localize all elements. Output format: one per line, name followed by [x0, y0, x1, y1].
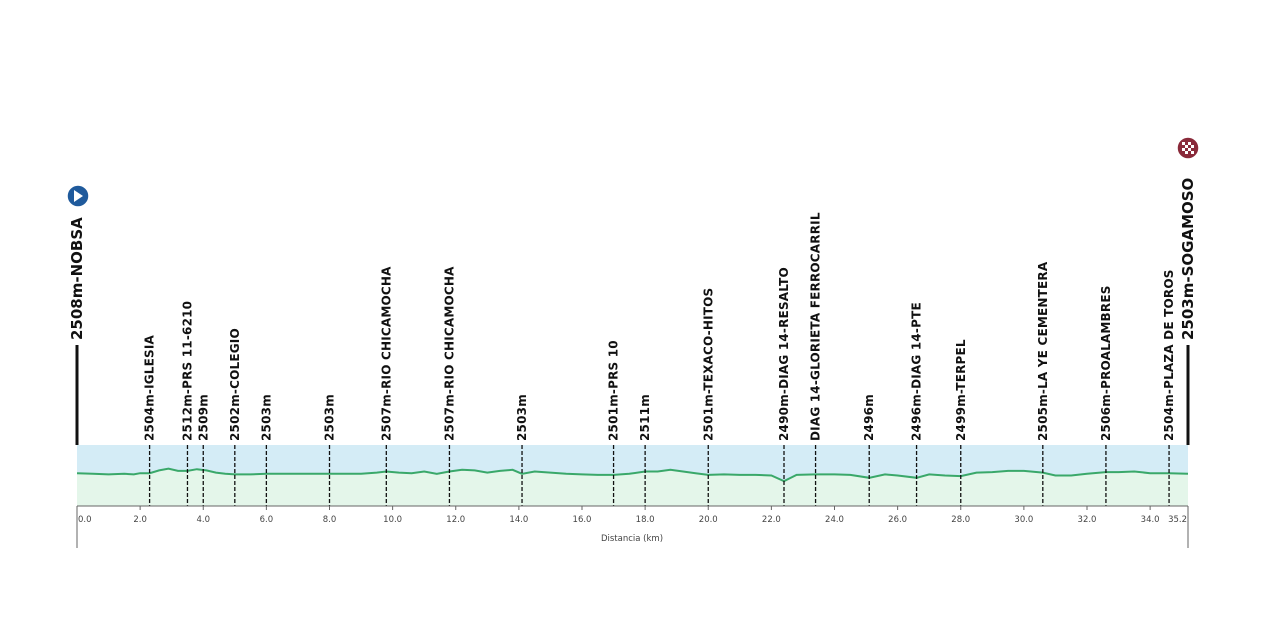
waypoint-label: 2501m-PRS 10 [607, 340, 621, 441]
waypoint-label: 2503m [259, 394, 273, 441]
waypoint-label: 2505m-LA YE CEMENTERA [1036, 261, 1050, 441]
waypoint-label: 2504m-PLAZA DE TOROS [1162, 269, 1176, 441]
waypoint-label: 2496m [862, 394, 876, 441]
x-tick-label: 2.0 [133, 515, 147, 525]
x-tick-label: 16.0 [573, 515, 592, 525]
waypoint-label: 2502m-COLEGIO [228, 328, 242, 441]
x-tick-label: 28.0 [951, 515, 970, 525]
finish-checker-square [1188, 148, 1191, 151]
x-tick-label: 8.0 [323, 515, 337, 525]
waypoint-label: 2490m-DIAG 14-RESALTO [777, 267, 791, 441]
x-axis-title: Distancia (km) [601, 534, 663, 544]
finish-checker-square [1182, 142, 1185, 145]
finish-checker-square [1182, 148, 1185, 151]
waypoint-label: 2499m-TERPEL [954, 339, 968, 441]
finish-checker-square [1191, 145, 1194, 148]
x-tick-label: 30.0 [1014, 515, 1033, 525]
x-tick-label: 34.0 [1141, 515, 1160, 525]
x-tick-label: 26.0 [888, 515, 907, 525]
waypoint-label: 2503m [323, 394, 337, 441]
x-tick-label: 32.0 [1078, 515, 1097, 525]
x-tick-label: 0.0 [78, 515, 92, 525]
x-tick-label: 12.0 [446, 515, 465, 525]
waypoint-label: 2501m-TEXACO-HITOS [701, 288, 715, 441]
waypoint-label: 2507m-RIO CHICAMOCHA [379, 266, 393, 441]
waypoint-label: 2511m [638, 394, 652, 441]
waypoint-label: 2503m [515, 394, 529, 441]
finish-checker-square [1188, 142, 1191, 145]
waypoint-label: 2506m-PROALAMBRES [1099, 285, 1113, 441]
start-label: 2508m-NOBSA [68, 217, 86, 340]
x-tick-label: 24.0 [825, 515, 844, 525]
x-tick-label: 22.0 [762, 515, 781, 525]
waypoint-label: 2496m-DIAG 14-PTE [910, 302, 924, 441]
start-arrow-glyph [74, 190, 83, 202]
finish-checker-square [1191, 151, 1194, 154]
waypoint-label: DIAG 14-GLORIETA FERROCARRIL [809, 212, 823, 441]
x-tick-label: 20.0 [699, 515, 718, 525]
x-tick-label: 35.2 [1168, 515, 1187, 525]
waypoint-label: 2512m-PRS 11-6210 [180, 301, 194, 441]
x-tick-label: 4.0 [196, 515, 210, 525]
waypoint-label: 2507m-RIO CHICAMOCHA [442, 266, 456, 441]
x-tick-label: 6.0 [260, 515, 274, 525]
waypoint-label: 2509m [196, 394, 210, 441]
finish-label: 2503m-SOGAMOSO [1179, 178, 1197, 340]
finish-checker-square [1185, 151, 1188, 154]
finish-checker-square [1185, 145, 1188, 148]
elevation-line [76, 467, 1189, 483]
x-tick-label: 10.0 [383, 515, 402, 525]
x-tick-label: 14.0 [509, 515, 528, 525]
x-tick-label: 18.0 [636, 515, 655, 525]
waypoint-label: 2504m-IGLESIA [143, 334, 157, 441]
